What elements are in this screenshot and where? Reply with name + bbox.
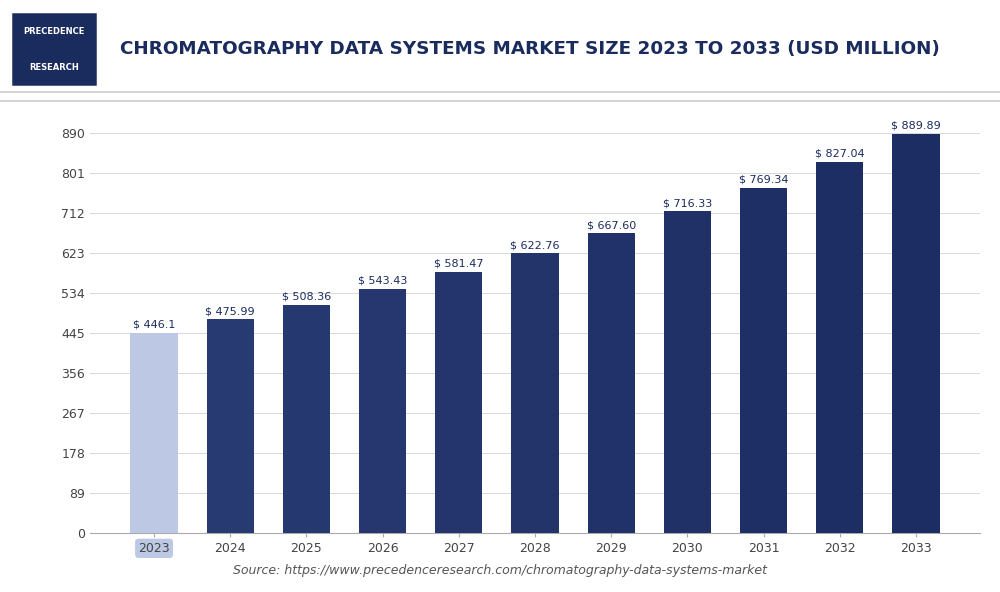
- Text: $ 716.33: $ 716.33: [663, 198, 712, 208]
- Bar: [435, 272, 482, 533]
- Bar: [13, 48, 95, 83]
- Bar: [588, 233, 635, 533]
- Text: Source: https://www.precedenceresearch.com/chromatography-data-systems-market: Source: https://www.precedenceresearch.c…: [233, 564, 767, 577]
- Bar: [359, 289, 406, 533]
- Bar: [130, 333, 178, 533]
- FancyBboxPatch shape: [13, 14, 95, 83]
- Bar: [13, 14, 95, 48]
- Bar: [816, 162, 863, 533]
- Text: $ 543.43: $ 543.43: [358, 276, 407, 286]
- Bar: [664, 211, 711, 533]
- Text: $ 827.04: $ 827.04: [815, 149, 865, 159]
- Text: $ 769.34: $ 769.34: [739, 175, 788, 185]
- Text: PRECEDENCE: PRECEDENCE: [23, 27, 85, 36]
- Text: $ 667.60: $ 667.60: [587, 220, 636, 230]
- Text: RESEARCH: RESEARCH: [29, 63, 79, 72]
- Text: $ 622.76: $ 622.76: [510, 240, 560, 250]
- Bar: [283, 305, 330, 533]
- Bar: [740, 188, 787, 533]
- Text: $ 889.89: $ 889.89: [891, 120, 941, 130]
- Text: $ 508.36: $ 508.36: [282, 292, 331, 301]
- Bar: [207, 319, 254, 533]
- Text: CHROMATOGRAPHY DATA SYSTEMS MARKET SIZE 2023 TO 2033 (USD MILLION): CHROMATOGRAPHY DATA SYSTEMS MARKET SIZE …: [120, 40, 940, 58]
- Bar: [892, 134, 940, 533]
- Text: $ 581.47: $ 581.47: [434, 259, 484, 269]
- Bar: [511, 253, 559, 533]
- Text: $ 475.99: $ 475.99: [205, 306, 255, 316]
- Text: $ 446.1: $ 446.1: [133, 320, 175, 330]
